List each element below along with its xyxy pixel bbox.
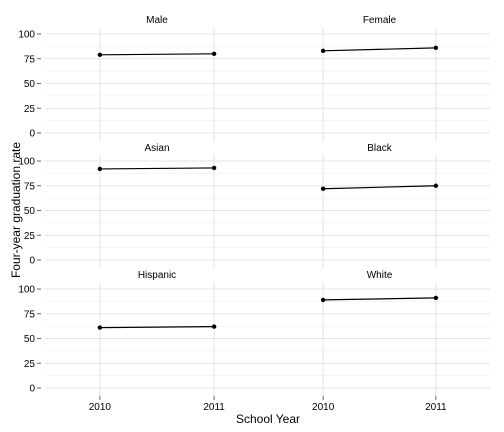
series-line xyxy=(323,47,436,52)
panel-title: Male xyxy=(146,15,168,26)
y-tick-label: 25 xyxy=(24,231,36,242)
data-point xyxy=(433,45,439,51)
data-point xyxy=(211,165,217,171)
grid-layer xyxy=(45,28,490,396)
axes-layer: 0 25 50 75 100 0 25 50 75 100 0 25 50 75 100 2010 2011 20… xyxy=(18,30,447,414)
x-tick-label: 2010 xyxy=(312,402,335,413)
x-axis-label: School Year xyxy=(236,412,300,426)
panel-title: White xyxy=(367,270,393,281)
data-point xyxy=(320,48,326,54)
y-axis-label: Four-year graduation rate xyxy=(9,142,23,278)
y-tick-label: 50 xyxy=(24,334,36,345)
y-tick-label: 100 xyxy=(18,285,35,296)
data-point xyxy=(211,51,217,56)
y-tick-label: 0 xyxy=(29,384,35,395)
panel-female: Female xyxy=(320,15,439,54)
y-tick-label: 50 xyxy=(24,206,36,217)
data-point xyxy=(320,186,326,191)
series-line xyxy=(323,185,436,190)
y-tick-label: 50 xyxy=(24,79,36,90)
y-tick-label: 25 xyxy=(24,104,36,115)
y-tick-label: 100 xyxy=(18,30,35,41)
panel-black: Black xyxy=(320,143,439,191)
series-line xyxy=(323,297,436,301)
x-tick-label: 2011 xyxy=(425,402,447,413)
data-point xyxy=(97,52,103,57)
panel-hispanic: Hispanic xyxy=(97,270,217,330)
y-tick-label: 0 xyxy=(29,129,35,140)
series-line xyxy=(99,167,215,170)
y-tick-label: 75 xyxy=(24,309,36,320)
y-tick-label: 25 xyxy=(24,359,36,370)
panel-title: Asian xyxy=(144,143,169,154)
series-line xyxy=(99,53,215,56)
y-tick-label: 0 xyxy=(29,256,35,267)
x-tick-label: 2011 xyxy=(203,402,225,413)
panel-male: Male xyxy=(97,15,217,57)
panel-title: Hispanic xyxy=(138,270,176,281)
data-point xyxy=(97,166,103,172)
panel-title: Female xyxy=(363,15,397,26)
data-point xyxy=(97,325,103,330)
panel-title: Black xyxy=(367,143,392,154)
data-point xyxy=(433,295,439,301)
x-tick-label: 2010 xyxy=(89,402,112,413)
data-point xyxy=(433,183,439,188)
y-tick-label: 75 xyxy=(24,54,36,65)
panels-layer: Male Female Asian Black Hispanic White xyxy=(97,15,439,330)
data-point xyxy=(320,297,326,303)
panel-asian: Asian xyxy=(97,143,217,172)
panel-white: White xyxy=(320,270,439,303)
data-point xyxy=(211,324,217,329)
y-tick-label: 100 xyxy=(18,157,35,168)
series-line xyxy=(99,326,215,329)
y-tick-label: 75 xyxy=(24,181,36,192)
